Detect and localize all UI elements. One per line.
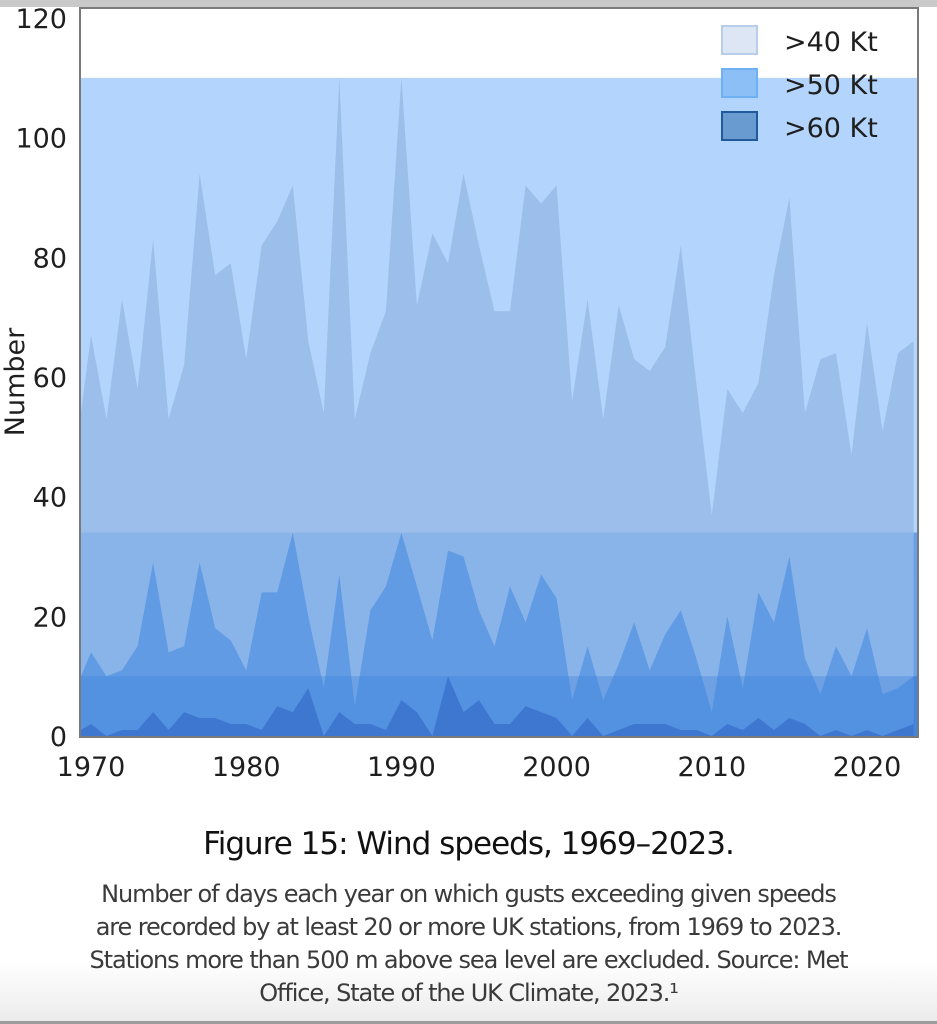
y-axis-ticks: 0 20 40 60 80 100 120	[15, 4, 67, 753]
plot-frame	[79, 7, 919, 738]
y-tick-label: 0	[50, 722, 67, 753]
description-line: Office, State of the UK Climate, 2023.¹	[259, 979, 679, 1007]
y-tick-label: 60	[33, 363, 67, 394]
y-tick-label: 40	[33, 483, 67, 514]
y-tick-label: 120	[15, 4, 67, 35]
x-tick-label: 1990	[367, 752, 436, 783]
legend-swatch	[721, 25, 758, 55]
y-tick-label: 80	[33, 243, 67, 274]
band-overlay-2	[81, 532, 917, 736]
description-line: are recorded by at least 20 or more UK s…	[95, 913, 843, 941]
legend-label: >50 Kt	[784, 70, 878, 101]
area-series-2	[81, 532, 914, 736]
area-series-3	[81, 676, 914, 736]
figure-description: Number of days each year on which gusts …	[0, 878, 937, 1010]
x-tick-label: 1970	[57, 752, 126, 783]
x-tick-label: 2010	[677, 752, 746, 783]
window-bottom-border	[0, 1021, 937, 1024]
bottom-fade	[0, 960, 937, 1021]
band-overlay-3	[81, 676, 917, 736]
description-line: Number of days each year on which gusts …	[101, 880, 837, 908]
legend-label: >40 Kt	[784, 27, 878, 58]
x-tick-label: 2020	[833, 752, 902, 783]
x-axis-ticks: 1970 1980 1990 2000 2010 2020	[57, 752, 902, 783]
y-tick-label: 20	[33, 602, 67, 633]
legend-swatch	[721, 111, 758, 141]
legend: >40 Kt >50 Kt >60 Kt	[721, 25, 878, 144]
x-tick-label: 2000	[522, 752, 591, 783]
y-tick-label: 100	[15, 124, 67, 155]
description-line: Stations more than 500 m above sea level…	[89, 946, 849, 974]
y-axis-title: Number	[0, 327, 31, 436]
wind-speed-chart: 0 20 40 60 80 100 120 1970 1980 1990 2000 2010 2020…	[0, 4, 919, 783]
legend-label: >60 Kt	[784, 113, 878, 144]
legend-swatch	[721, 68, 758, 98]
window-top-border	[0, 0, 937, 7]
area-series	[81, 77, 917, 737]
figure-title: Figure 15: Wind speeds, 1969–2023.	[203, 826, 735, 862]
x-tick-label: 1980	[212, 752, 281, 783]
